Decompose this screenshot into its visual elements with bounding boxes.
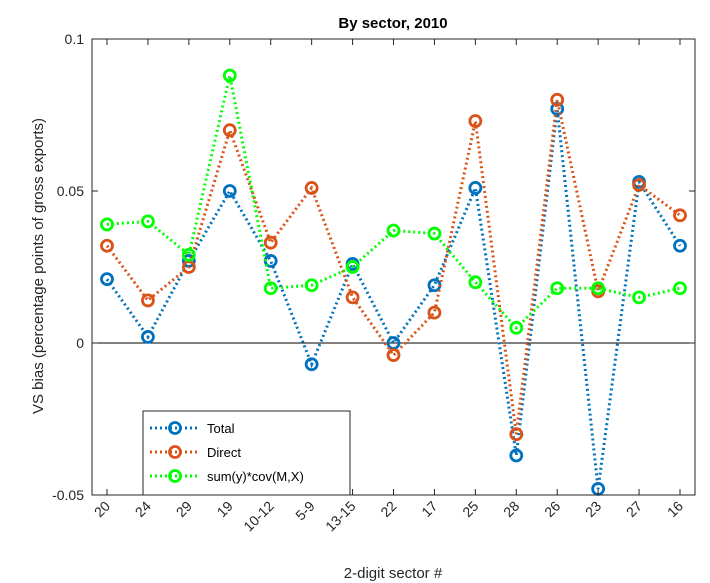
- x-tick-label: 22: [377, 498, 399, 520]
- series-3-point: [181, 247, 196, 262]
- series-3-point: [632, 290, 646, 305]
- x-tick-label: 23: [582, 498, 604, 520]
- series-2-point: [304, 181, 319, 195]
- y-tick-label: 0.05: [57, 183, 84, 199]
- legend-label-3: sum(y)*cov(M,X): [207, 469, 304, 484]
- x-tick-label: 16: [664, 498, 686, 520]
- legend: Total Direct sum(y)*cov(M,X): [142, 410, 351, 496]
- series-1-point: [673, 238, 687, 253]
- x-tick-label: 24: [132, 498, 154, 520]
- legend-label-1: Total: [207, 421, 235, 436]
- series-2-point: [386, 348, 401, 363]
- y-tick-label: -0.05: [52, 487, 84, 503]
- series-2-point: [263, 235, 278, 250]
- x-tick-label: 27: [623, 498, 645, 520]
- x-axis-label: 2-digit sector #: [344, 565, 443, 582]
- x-tick-label: 29: [173, 498, 195, 520]
- series-3-point: [263, 281, 278, 296]
- x-tick-label: 25: [459, 498, 481, 520]
- series-3-point: [222, 68, 237, 83]
- x-tick-label: 26: [541, 498, 563, 520]
- series-layer: [100, 68, 687, 496]
- axes-layer: -0.05 0 0.05 0.1 20 24 29 19 10-12 5-9 13-15 22 17 25…: [52, 31, 696, 535]
- series-3-point: [304, 278, 319, 293]
- series-2-point: [632, 178, 646, 192]
- series-1-point: [222, 184, 237, 198]
- series-3-point: [345, 260, 360, 274]
- x-tick-label: 17: [418, 498, 440, 520]
- series-2-point: [100, 238, 114, 253]
- series-3-point: [509, 320, 524, 335]
- x-tick-label: 19: [214, 498, 236, 520]
- series-line-2: [105, 99, 681, 435]
- x-tick-label: 20: [91, 498, 113, 520]
- series-1-point: [304, 357, 319, 372]
- legend-label-2: Direct: [207, 445, 241, 460]
- series-line-3: [106, 75, 681, 330]
- series-2-point: [427, 305, 442, 320]
- legend-marker-3: [168, 469, 182, 483]
- x-tick-label: 5-9: [292, 498, 318, 524]
- series-2-point: [673, 208, 687, 223]
- y-tick-label: 0.1: [65, 31, 85, 47]
- x-tick-label: 13-15: [322, 498, 359, 535]
- series-3-point: [100, 217, 114, 232]
- series-2-point: [468, 114, 483, 128]
- series-2-point: [550, 92, 565, 107]
- series-1-point: [509, 448, 524, 463]
- series-2-point: [509, 427, 524, 442]
- series-3-point: [591, 281, 606, 296]
- y-tick-label: 0: [76, 335, 84, 351]
- series-3-point: [141, 214, 155, 229]
- x-tick-label: 10-12: [240, 498, 277, 535]
- series-3-point: [386, 223, 401, 238]
- chart-title: By sector, 2010: [338, 15, 447, 32]
- series-2-point: [141, 293, 155, 308]
- series-3-point: [468, 275, 483, 290]
- series-1-point: [468, 181, 483, 195]
- series-3-point: [427, 226, 442, 241]
- series-2-point: [222, 123, 237, 138]
- legend-marker-2: [168, 445, 182, 459]
- series-3-point: [673, 281, 687, 296]
- legend-marker-1: [168, 421, 182, 435]
- series-2-point: [345, 290, 360, 305]
- series-3-point: [550, 281, 565, 296]
- series-1-point: [100, 272, 114, 287]
- x-tick-label: 28: [500, 498, 522, 520]
- series-1-point: [141, 330, 155, 344]
- y-axis-label: VS bias (percentage points of gross expo…: [30, 118, 47, 414]
